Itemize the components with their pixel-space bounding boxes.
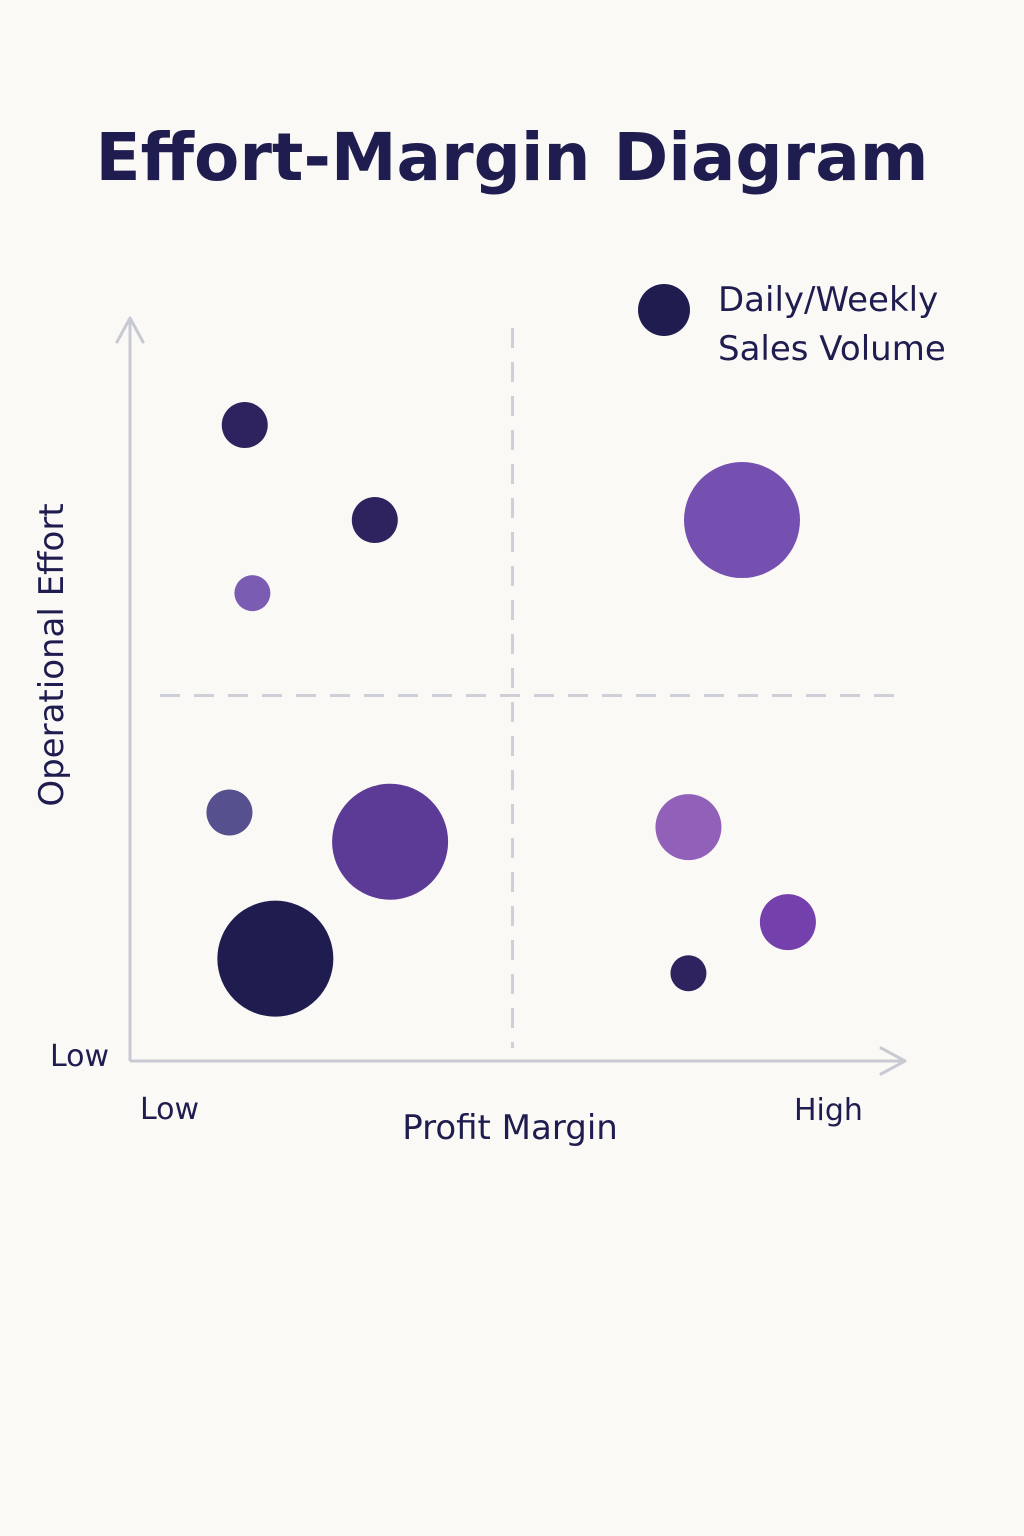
bubble-point-5 bbox=[206, 789, 253, 836]
y-axis-title: Operational Effort bbox=[32, 503, 72, 806]
legend-marker bbox=[638, 284, 690, 336]
legend-label-line-2: Sales Volume bbox=[718, 329, 946, 369]
legend-label-line-1: Daily/Weekly bbox=[718, 280, 938, 320]
x-axis-low-label: Low bbox=[140, 1092, 199, 1127]
x-axis-high-label: High bbox=[794, 1093, 863, 1128]
bubble-point-9 bbox=[759, 894, 816, 951]
x-axis-title: Profit Margin bbox=[402, 1108, 618, 1148]
y-axis-low-label: Low bbox=[50, 1039, 109, 1074]
bubble-point-2 bbox=[351, 497, 398, 544]
chart-title: Effort-Margin Diagram bbox=[95, 119, 928, 196]
bubble-point-3 bbox=[234, 575, 271, 612]
bubble-point-1 bbox=[221, 402, 268, 449]
bubble-point-7 bbox=[217, 900, 334, 1017]
bubble-point-6 bbox=[332, 783, 449, 900]
bubble-point-8 bbox=[655, 794, 722, 861]
bubble-series bbox=[206, 402, 816, 1017]
bubble-point-10 bbox=[670, 955, 707, 992]
bubble-point-4 bbox=[684, 462, 800, 579]
